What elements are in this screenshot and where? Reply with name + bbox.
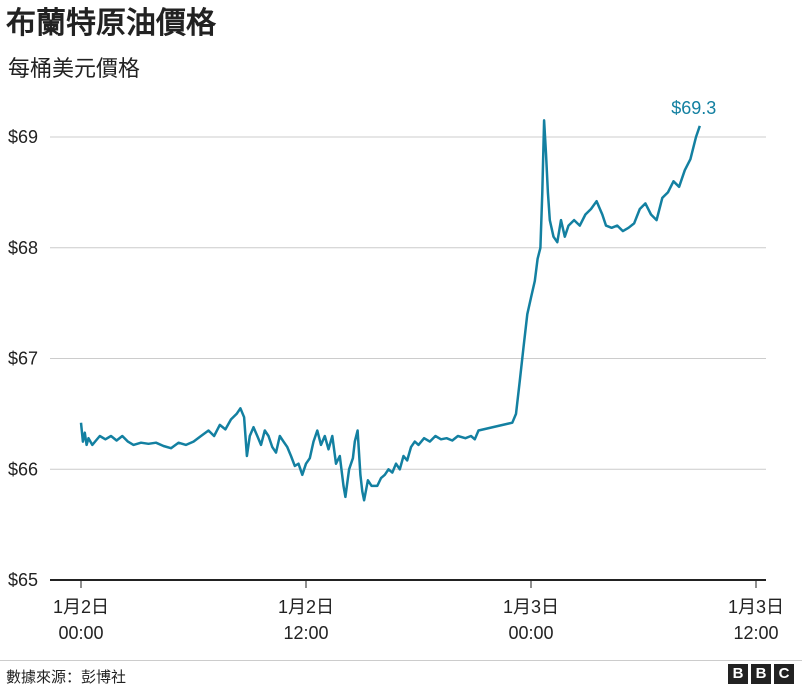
bbc-logo-letter: C <box>774 664 794 684</box>
price-line <box>79 119 701 502</box>
chart-title: 布蘭特原油價格 <box>6 6 216 41</box>
bbc-logo-letter: B <box>751 664 771 684</box>
x-tick-label: 12:00 <box>283 623 328 643</box>
bbc-logo: B B C <box>728 664 794 684</box>
x-tick-label: 00:00 <box>508 623 553 643</box>
source-note: 數據來源：彭博社 <box>6 668 127 686</box>
footer-divider <box>0 660 802 661</box>
end-value-label: $69.3 <box>671 98 716 118</box>
y-tick-label: $68 <box>8 238 38 258</box>
y-tick-label: $69 <box>8 127 38 147</box>
line-chart: $69 $68 $67 $66 $65 1月2日 00:00 1月2日 12:00 1月3日 00:… <box>8 98 784 643</box>
y-tick-label: $65 <box>8 570 38 590</box>
bbc-logo-letter: B <box>728 664 748 684</box>
x-tick-label: 1月3日 <box>728 597 784 617</box>
y-tick-label: $67 <box>8 349 38 369</box>
y-tick-label: $66 <box>8 459 38 479</box>
x-tick-label: 1月3日 <box>503 597 559 617</box>
x-tick-label: 1月2日 <box>278 597 334 617</box>
x-tick-label: 1月2日 <box>53 597 109 617</box>
chart-subtitle: 每桶美元價格 <box>8 57 141 82</box>
x-tick-label: 12:00 <box>733 623 778 643</box>
x-tick-label: 00:00 <box>58 623 103 643</box>
